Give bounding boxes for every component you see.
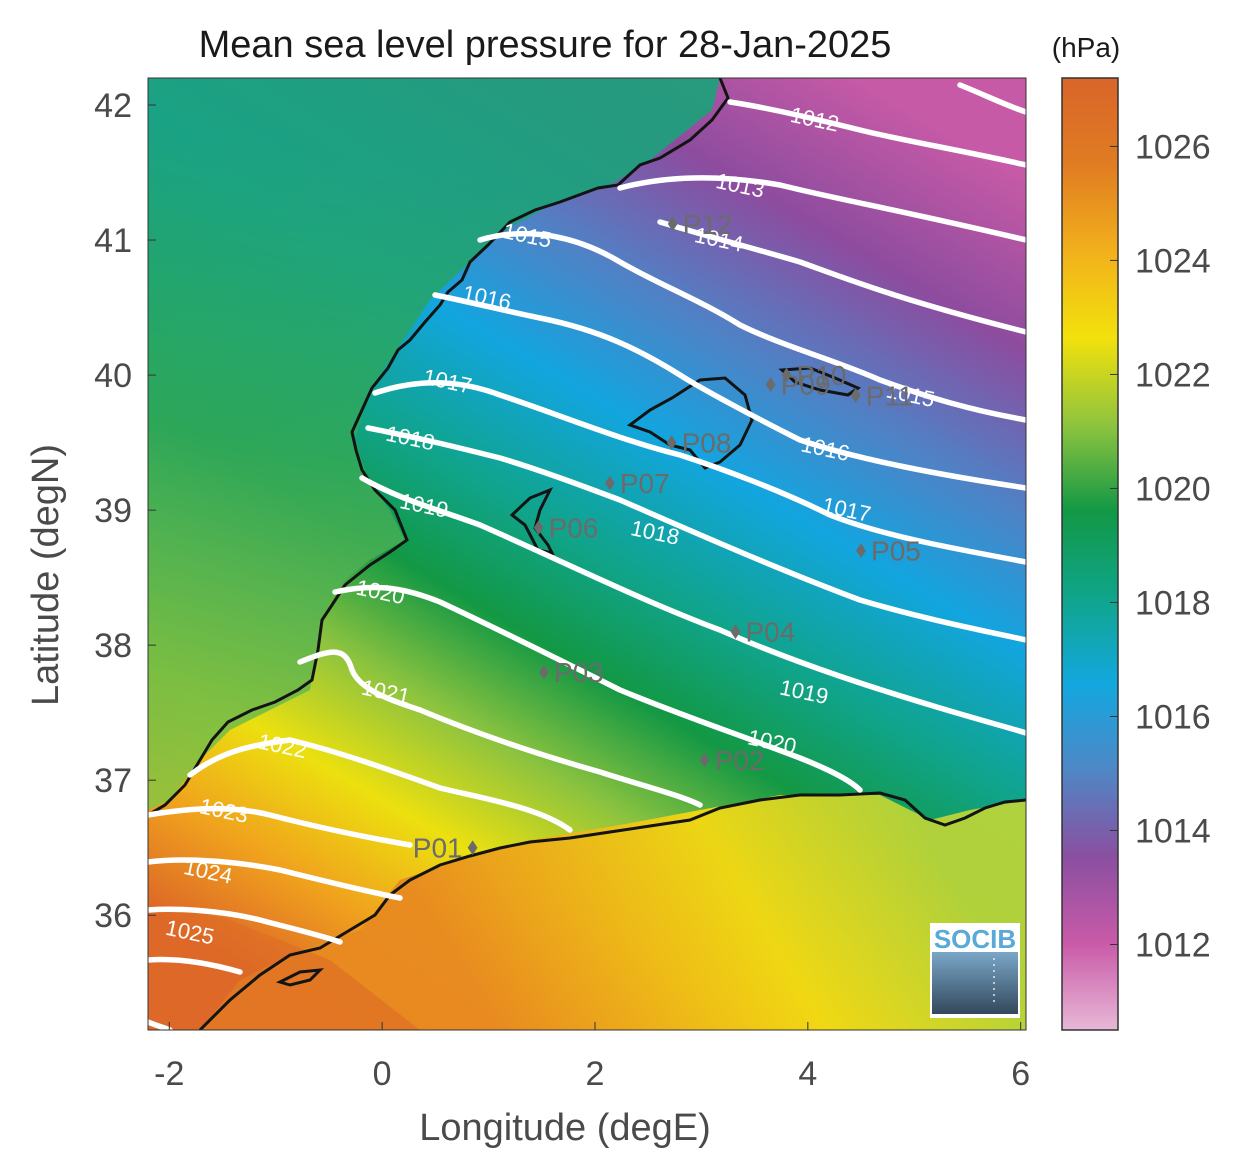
station-marker	[699, 752, 710, 768]
station-marker	[533, 520, 544, 536]
isobar-1018	[365, 425, 1026, 643]
isobars	[148, 82, 1026, 1030]
x-tick-label: 0	[373, 1055, 392, 1093]
station-label: P12	[683, 209, 733, 240]
iberia-land-field	[148, 78, 720, 810]
y-axis-ticks: 42 41 40 39 38 37 36	[94, 87, 156, 935]
y-tick-label: 39	[94, 492, 132, 530]
menorca-coastline	[778, 366, 862, 397]
station-marker	[667, 216, 678, 232]
colorbar-tick-label: 1012	[1135, 926, 1211, 964]
station-label: P03	[554, 657, 604, 688]
colorbar-tick-label: 1020	[1135, 470, 1211, 508]
isobar-1015	[477, 230, 1026, 423]
colorbar-ticks: 1026 1024 1022 1020 1018 1016 1014 1012	[1110, 128, 1211, 964]
map-panel: 1012101310141015101510161016101710171018…	[148, 78, 1026, 1030]
colorbar: 1026 1024 1022 1020 1018 1016 1014 1012 (hPa)	[1052, 32, 1211, 1031]
station-marker	[538, 664, 549, 680]
station-marker	[666, 435, 677, 450]
isobar-1012b	[957, 82, 1026, 115]
station-marker	[850, 387, 861, 403]
isobar-1022	[187, 737, 573, 833]
station-marker	[856, 543, 866, 558]
isobar-1020	[332, 584, 863, 793]
colorbar-tick-label: 1026	[1135, 128, 1211, 166]
isobar-1013	[617, 175, 1026, 243]
station-marker	[781, 367, 792, 383]
colorbar-tick-label: 1018	[1135, 584, 1211, 622]
y-tick-label: 41	[94, 222, 132, 260]
x-axis-ticks: -2 0 2 4 6	[154, 1022, 1030, 1093]
station-label: P11	[866, 380, 914, 411]
y-tick-label: 42	[94, 87, 132, 125]
chart-title: Mean sea level pressure for 28-Jan-2025	[199, 24, 892, 66]
warm-corner	[148, 900, 420, 1030]
alboran-islet	[275, 968, 325, 987]
isobar-1012	[727, 99, 1026, 168]
socib-logo: SOCIB	[930, 923, 1020, 1018]
y-tick-label: 38	[94, 627, 132, 665]
station-marker	[730, 624, 741, 639]
y-axis-label: Latitude (degN)	[25, 444, 67, 706]
station-label: P01	[413, 833, 463, 864]
station-marker	[604, 475, 615, 491]
colorbar-tick-label: 1016	[1135, 698, 1211, 736]
isobar-1014	[657, 219, 1026, 335]
station-label: P02	[715, 745, 765, 776]
x-tick-label: 4	[798, 1055, 817, 1093]
colorbar-ramp	[1061, 77, 1119, 1031]
colorbar-tick-label: 1024	[1135, 242, 1211, 280]
station-label: P10	[797, 360, 847, 391]
x-tick-label: 6	[1011, 1055, 1030, 1093]
isobar-1026	[148, 956, 243, 975]
colorbar-tick-label: 1014	[1135, 812, 1211, 850]
station-marker	[765, 377, 776, 392]
station-label: P08	[682, 428, 732, 459]
isobar-1024	[148, 857, 403, 901]
isobar-1019	[359, 475, 1026, 736]
station-label: P07	[620, 468, 670, 499]
iberia-coastline	[148, 78, 730, 817]
isobar-1017	[372, 380, 1026, 565]
isobar-1016	[432, 292, 1026, 491]
station-label: P06	[549, 513, 599, 544]
x-tick-label: 2	[586, 1055, 605, 1093]
isobar-1025	[148, 906, 343, 945]
plot-frame	[147, 77, 1027, 1031]
station-marker	[467, 840, 478, 856]
coastlines	[148, 78, 1026, 1030]
colorbar-tick-label: 1022	[1135, 356, 1211, 394]
ibiza-coastline	[509, 487, 555, 556]
colorbar-unit: (hPa)	[1052, 32, 1120, 63]
africa-coastline	[198, 791, 1026, 1030]
africa-land-field	[148, 795, 1026, 1030]
isobar-1023	[148, 805, 413, 848]
station-label: P05	[871, 536, 921, 567]
station-label: P04	[745, 617, 795, 648]
y-tick-label: 36	[94, 897, 132, 935]
y-tick-label: 37	[94, 762, 132, 800]
isobar-1027	[148, 1019, 173, 1030]
x-tick-label: -2	[154, 1055, 184, 1093]
logo-text: SOCIB	[934, 924, 1016, 954]
y-tick-label: 40	[94, 357, 132, 395]
x-axis-label: Longitude (degE)	[419, 1107, 711, 1149]
isobar-1021	[297, 649, 703, 808]
